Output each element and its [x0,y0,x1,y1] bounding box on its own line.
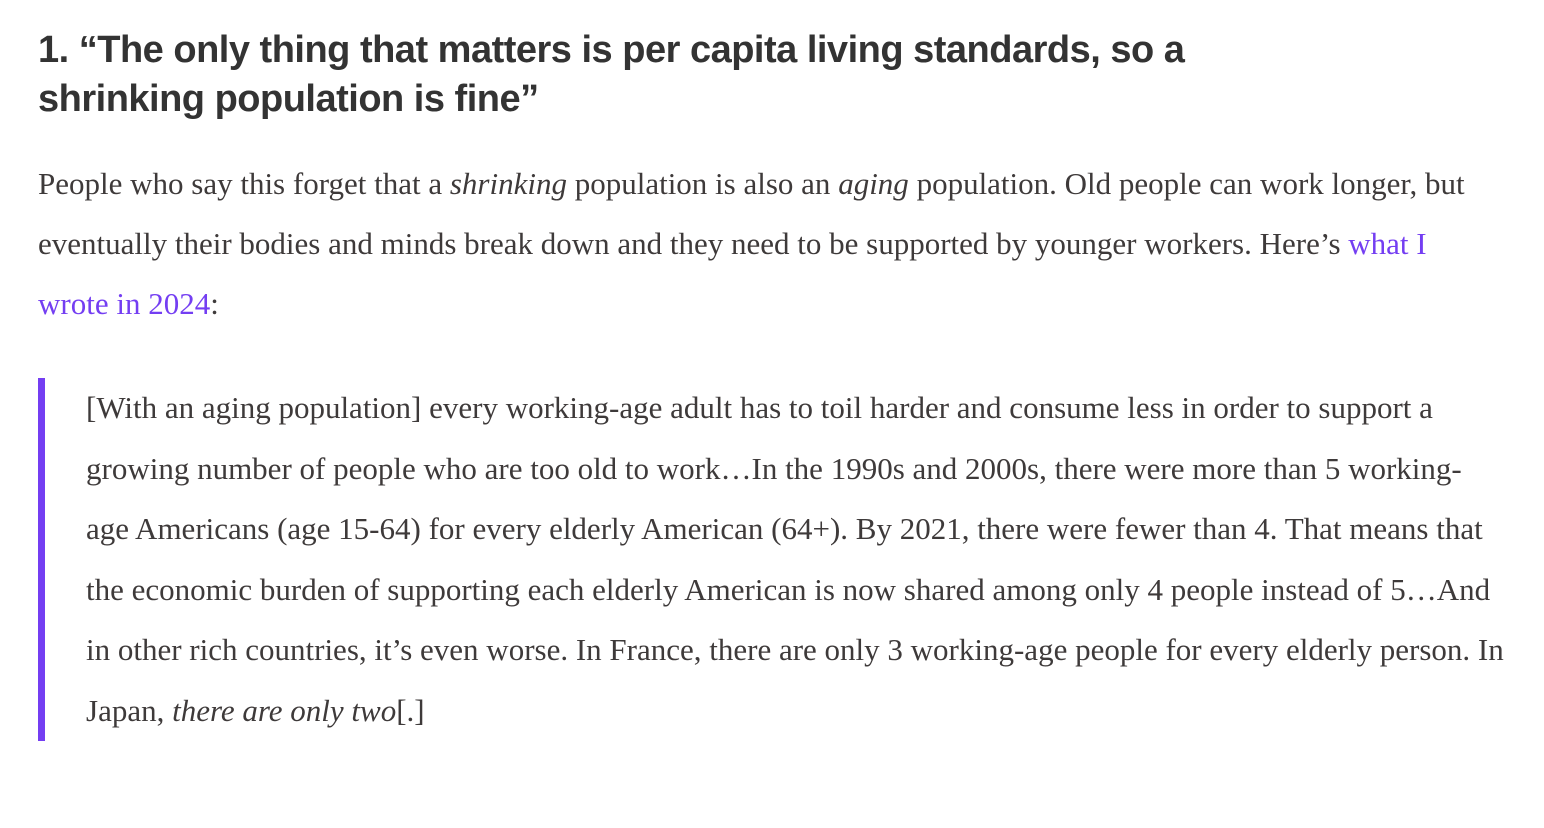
text-run: : [210,286,219,321]
italic-text-run: aging [838,166,909,201]
text-run: [.] [396,692,425,728]
intro-paragraph: People who say this forget that a shrink… [38,154,1504,334]
text-run: [With an aging population] every working… [86,390,1504,728]
text-run: population is also an [566,166,839,201]
italic-text-run: there are only two [172,692,397,728]
text-run: population. Old people can work longer, … [38,166,1465,261]
quote-paragraph: [With an aging population] every working… [86,378,1504,741]
inline-link[interactable]: what I wrote in 2024 [38,226,1427,321]
section-heading: 1. “The only thing that matters is per c… [38,29,1185,120]
pull-quote: [With an aging population] every working… [38,378,1504,741]
italic-text-run: shrinking [449,166,567,201]
text-run: People who say this forget that a [38,166,450,201]
